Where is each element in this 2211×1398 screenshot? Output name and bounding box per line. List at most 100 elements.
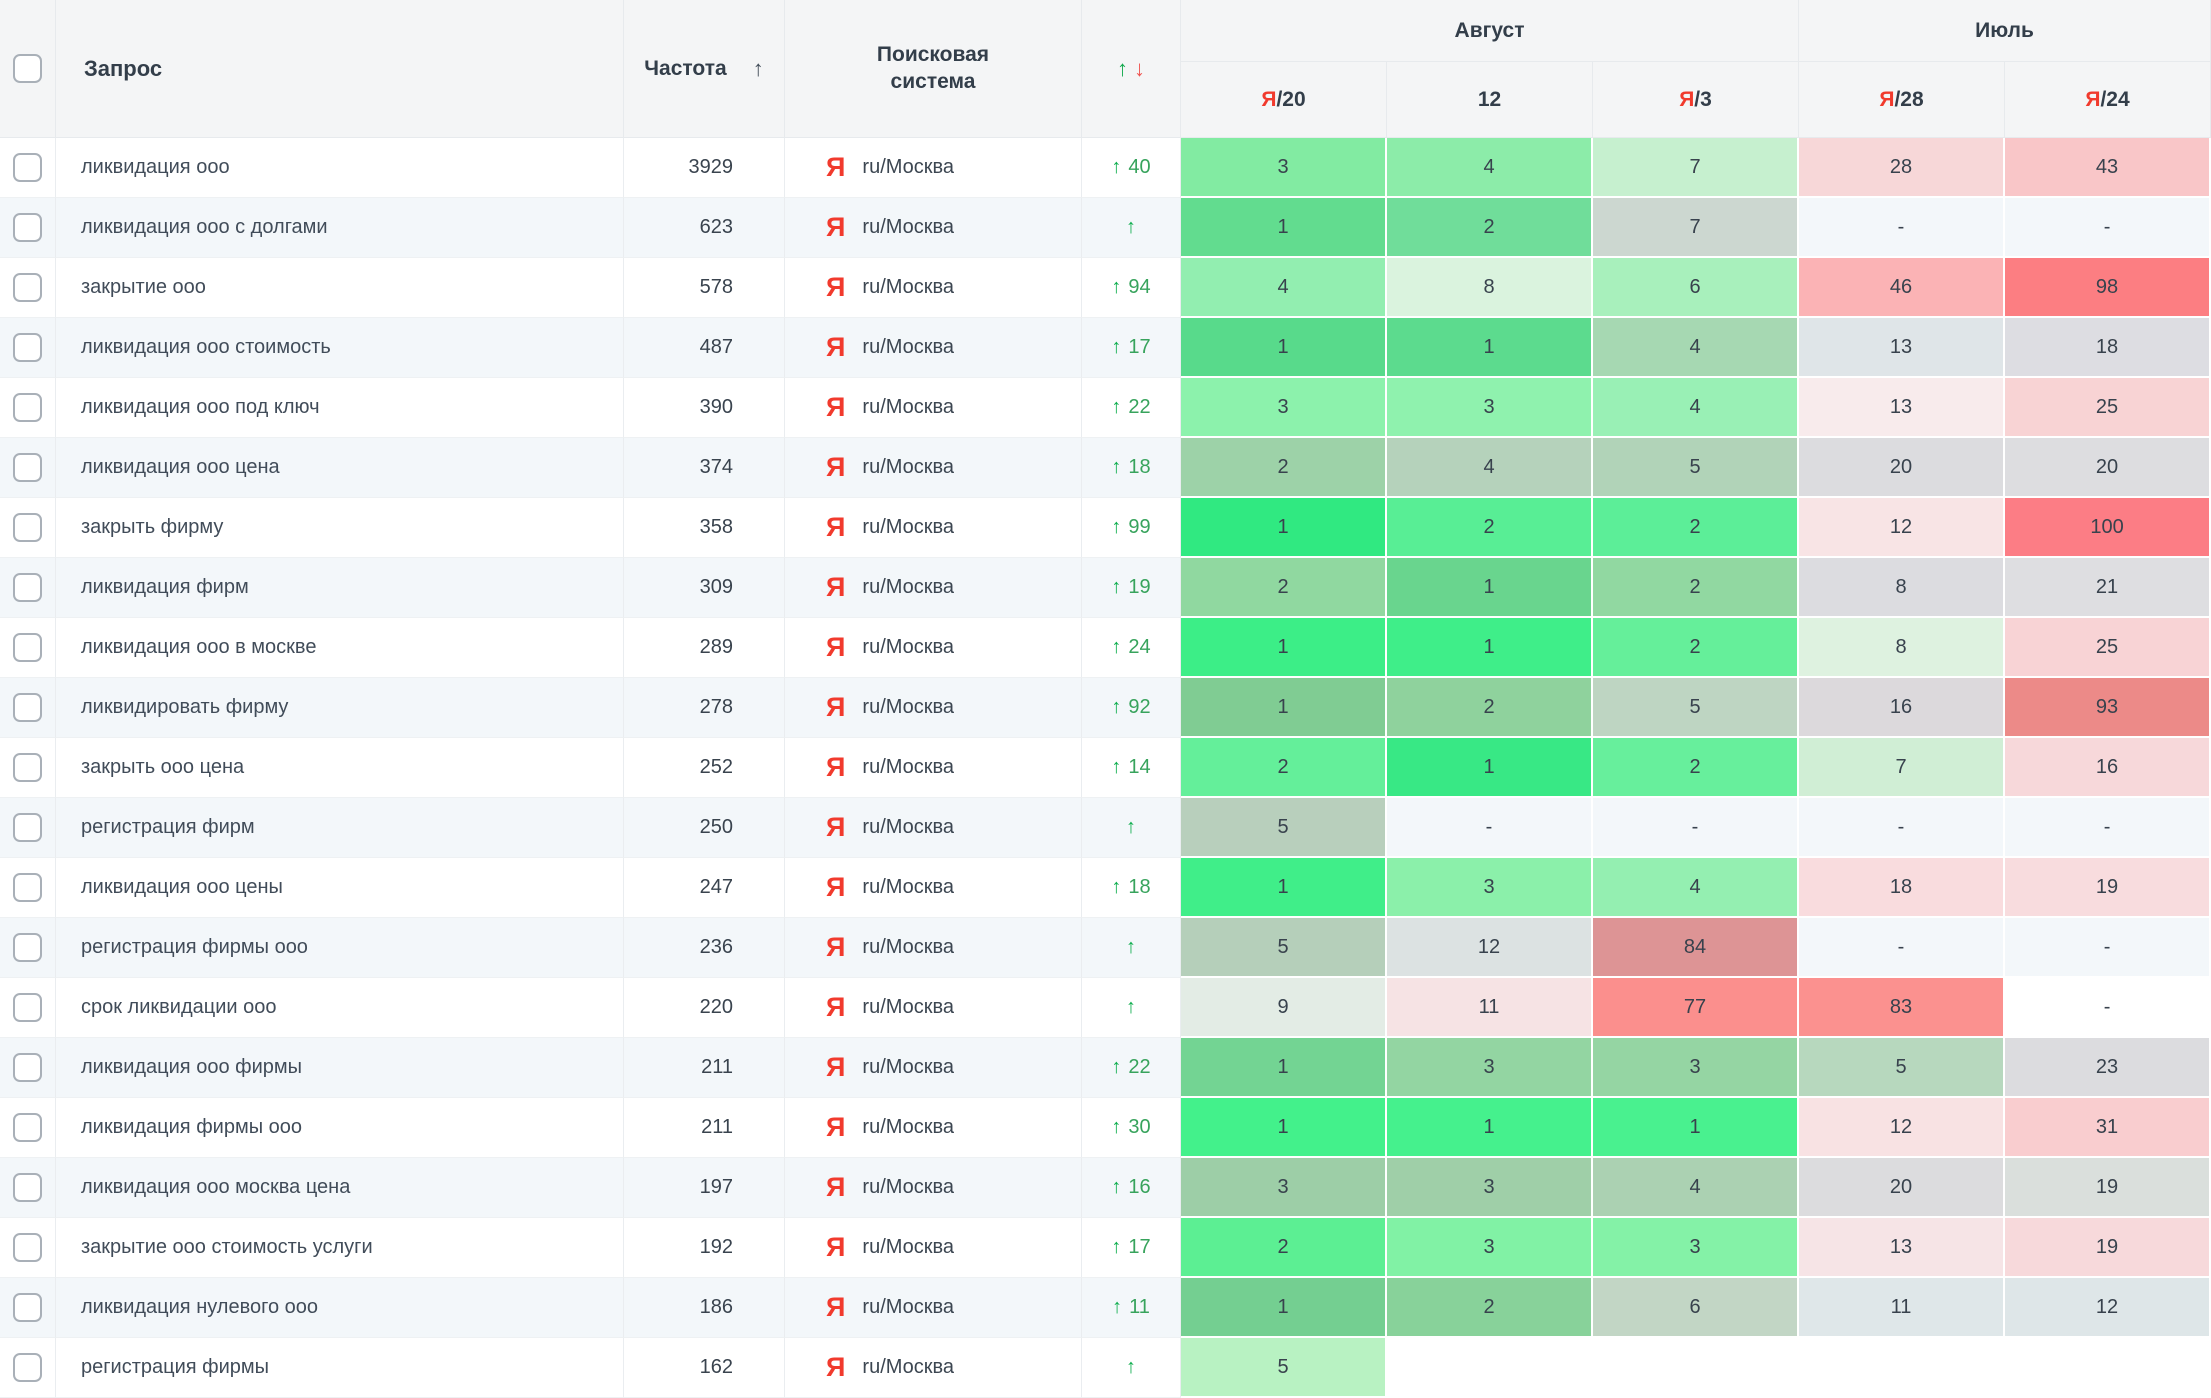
up-arrow-icon: ↑	[1111, 516, 1122, 538]
row-checkbox[interactable]	[13, 633, 42, 662]
row-checkbox[interactable]	[13, 453, 42, 482]
query-text[interactable]: ликвидировать фирму	[81, 696, 289, 718]
query-text[interactable]: ликвидация ооо под ключ	[81, 396, 320, 418]
change-cell: ↑	[1082, 978, 1181, 1038]
query-text[interactable]: ликвидация нулевого ооо	[81, 1296, 319, 1318]
change-sort-header[interactable]: ↑ ↓	[1082, 0, 1181, 138]
date-column-header[interactable]: 12	[1387, 62, 1593, 138]
engine-region-label: ru/Москва	[862, 636, 955, 658]
position-cell: 3	[1387, 1038, 1593, 1098]
sort-ascending-icon[interactable]: ↑	[752, 55, 764, 81]
frequency-cell: 358	[624, 498, 785, 558]
position-cell: 4	[1593, 1158, 1800, 1218]
query-text[interactable]: закрытие ооо стоимость услуги	[81, 1236, 373, 1258]
row-checkbox[interactable]	[13, 813, 42, 842]
frequency-column-header[interactable]: Частота ↑	[624, 0, 785, 138]
position-cell: 1	[1181, 1038, 1387, 1098]
engine-region-label: ru/Москва	[862, 876, 955, 898]
position-cell: 1	[1181, 318, 1387, 378]
query-text[interactable]: закрытие ооо	[81, 276, 206, 298]
frequency-cell: 289	[624, 618, 785, 678]
query-text[interactable]: ликвидация фирм	[81, 576, 249, 598]
position-cell: 6	[1593, 1278, 1800, 1338]
change-cell: ↑ 40	[1082, 138, 1181, 198]
frequency-value: 623	[699, 216, 733, 238]
row-checkbox[interactable]	[13, 1173, 42, 1202]
select-all-checkbox[interactable]	[13, 54, 42, 83]
row-checkbox[interactable]	[13, 1113, 42, 1142]
row-checkbox[interactable]	[13, 693, 42, 722]
query-text[interactable]: ликвидация ооо цены	[81, 876, 283, 898]
up-arrow-icon: ↑	[1126, 1356, 1136, 1378]
position-cell: 4	[1387, 138, 1593, 198]
query-text[interactable]: ликвидация ооо москва цена	[81, 1176, 351, 1198]
row-checkbox-cell	[0, 1218, 56, 1278]
query-text[interactable]: регистрация фирмы	[81, 1356, 270, 1378]
position-cell: 84	[1593, 918, 1800, 978]
query-column-header[interactable]: Запрос	[56, 0, 624, 138]
date-label: /28	[1894, 87, 1924, 111]
change-value: 40	[1128, 156, 1151, 178]
row-checkbox[interactable]	[13, 273, 42, 302]
position-cell: 20	[2005, 438, 2211, 498]
row-checkbox[interactable]	[13, 213, 42, 242]
query-text[interactable]: закрыть фирму	[81, 516, 224, 538]
query-text[interactable]: срок ликвидации ооо	[81, 996, 277, 1018]
row-checkbox[interactable]	[13, 513, 42, 542]
query-column-label: Запрос	[84, 55, 163, 81]
query-cell: ликвидация ооо москва цена	[56, 1158, 624, 1218]
date-column-header[interactable]: Я/20	[1181, 62, 1387, 138]
month-group-label: Июль	[1975, 18, 2034, 42]
date-column-header[interactable]: Я/24	[2005, 62, 2211, 138]
position-cell: 4	[1181, 258, 1387, 318]
query-text[interactable]: регистрация фирмы ооо	[81, 936, 308, 958]
row-checkbox[interactable]	[13, 1353, 42, 1382]
frequency-value: 309	[699, 576, 733, 598]
change-value: 14	[1128, 756, 1151, 778]
up-arrow-icon: ↑	[1126, 816, 1136, 838]
up-arrow-icon: ↑	[1111, 576, 1122, 598]
position-cell: 2	[1593, 558, 1800, 618]
date-column-header[interactable]: Я/3	[1593, 62, 1800, 138]
query-text[interactable]: ликвидация ооо фирмы	[81, 1056, 302, 1078]
date-column-header[interactable]: Я/28	[1799, 62, 2006, 138]
query-text[interactable]: ликвидация ооо стоимость	[81, 336, 331, 358]
yandex-icon: Я	[826, 812, 846, 842]
change-cell: ↑	[1082, 1338, 1181, 1398]
row-checkbox[interactable]	[13, 393, 42, 422]
row-checkbox[interactable]	[13, 333, 42, 362]
query-text[interactable]: ликвидация ооо цена	[81, 456, 280, 478]
position-cell: 8	[1387, 258, 1593, 318]
query-text[interactable]: регистрация фирм	[81, 816, 255, 838]
query-text[interactable]: ликвидация ооо в москве	[81, 636, 317, 658]
date-label: /20	[1276, 87, 1306, 111]
arrow-up-icon[interactable]: ↑	[1117, 55, 1128, 81]
row-checkbox[interactable]	[13, 873, 42, 902]
query-text[interactable]: ликвидация ооо	[81, 156, 230, 178]
position-cell: 18	[2005, 318, 2211, 378]
row-checkbox-cell	[0, 738, 56, 798]
row-checkbox[interactable]	[13, 753, 42, 782]
position-cell: 5	[1181, 918, 1387, 978]
query-text[interactable]: ликвидация ооо с долгами	[81, 216, 328, 238]
yandex-icon: Я	[826, 1352, 846, 1382]
row-checkbox[interactable]	[13, 993, 42, 1022]
row-checkbox[interactable]	[13, 1053, 42, 1082]
query-text[interactable]: ликвидация фирмы ооо	[81, 1116, 302, 1138]
position-cell: 16	[1799, 678, 2006, 738]
row-checkbox[interactable]	[13, 153, 42, 182]
row-checkbox[interactable]	[13, 573, 42, 602]
row-checkbox[interactable]	[13, 1233, 42, 1262]
frequency-cell: 211	[624, 1038, 785, 1098]
row-checkbox[interactable]	[13, 1293, 42, 1322]
query-text[interactable]: закрыть ооо цена	[81, 756, 245, 778]
frequency-cell: 309	[624, 558, 785, 618]
row-checkbox[interactable]	[13, 933, 42, 962]
arrow-down-icon[interactable]: ↓	[1134, 55, 1145, 81]
position-cell: 43	[2005, 138, 2211, 198]
